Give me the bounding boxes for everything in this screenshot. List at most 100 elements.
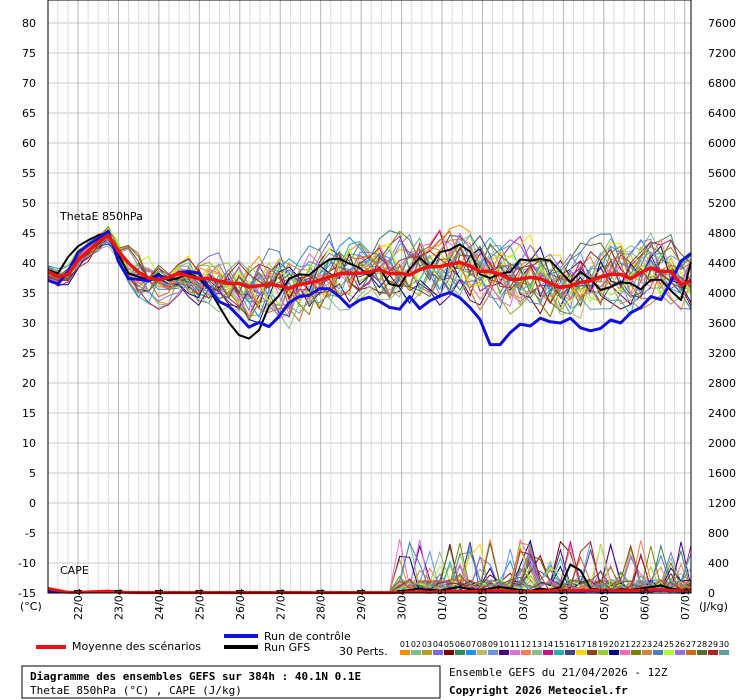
legend-member-label: 05 [444, 640, 454, 649]
legend-member-label: 18 [587, 640, 597, 649]
legend-member-swatch [686, 650, 696, 655]
right-tick-label: 4400 [708, 257, 736, 270]
legend-member-label: 02 [411, 640, 421, 649]
right-tick-label: 6400 [708, 107, 736, 120]
panel-label-cape: CAPE [60, 564, 89, 577]
x-date-label: 04/05 [557, 588, 570, 620]
legend-member-swatch [455, 650, 465, 655]
left-tick-label: 75 [22, 47, 36, 60]
x-date-label: 24/04 [153, 588, 166, 620]
legend-member-swatch [598, 650, 608, 655]
legend-member-swatch [466, 650, 476, 655]
right-tick-label: 3200 [708, 347, 736, 360]
legend-member-label: 06 [455, 640, 465, 649]
run-info: Ensemble GEFS du 21/04/2026 - 12Z [449, 666, 668, 679]
legend-member-swatch [587, 650, 597, 655]
left-tick-label: -15 [18, 587, 36, 600]
legend-member-label: 17 [576, 640, 586, 649]
legend-member-swatch [576, 650, 586, 655]
legend-member-label: 28 [697, 640, 707, 649]
x-date-label: 27/04 [274, 588, 287, 620]
legend-member-label: 27 [686, 640, 696, 649]
legend-member-swatch [675, 650, 685, 655]
legend-member-label: 03 [422, 640, 432, 649]
right-tick-label: 800 [708, 527, 729, 540]
right-tick-label: 2800 [708, 377, 736, 390]
right-tick-label: 5600 [708, 167, 736, 180]
left-tick-label: 25 [22, 347, 36, 360]
member-14-theta-line [47, 232, 692, 310]
x-date-label: 02/05 [477, 588, 490, 620]
right-tick-label: 2000 [708, 437, 736, 450]
x-date-label: 06/05 [638, 588, 651, 620]
legend-member-swatch [532, 650, 542, 655]
control-theta-line [47, 229, 692, 347]
legend-member-label: 11 [510, 640, 520, 649]
x-date-label: 25/04 [193, 588, 206, 620]
left-tick-label: 35 [22, 287, 36, 300]
legend-member-swatch [422, 650, 432, 655]
left-tick-label: 10 [22, 437, 36, 450]
left-tick-label: 45 [22, 227, 36, 240]
member-28-theta-line [47, 232, 692, 300]
x-date-label: 05/05 [598, 588, 611, 620]
legend-gfs-label: Run GFS [264, 641, 310, 654]
legend-member-label: 07 [466, 640, 476, 649]
left-tick-label: 15 [22, 407, 36, 420]
legend-members-count: 30 Perts. [339, 645, 388, 658]
member-29-theta-line [47, 234, 692, 305]
legend-member-label: 04 [433, 640, 443, 649]
legend-member-swatch [499, 650, 509, 655]
x-date-label: 22/04 [72, 588, 85, 620]
right-tick-label: 2400 [708, 407, 736, 420]
right-tick-label: 4800 [708, 227, 736, 240]
legend-member-swatch [433, 650, 443, 655]
member-22-theta-line [47, 225, 692, 320]
right-tick-label: 1600 [708, 467, 736, 480]
legend-mean-label: Moyenne des scénarios [72, 640, 201, 653]
left-tick-label: 80 [22, 17, 36, 30]
legend: 01 02 03 04 05 06 07 08 09 10 11 12 13 14 15 16 17 18 19 20… [36, 634, 729, 655]
legend-control-label: Run de contrôle [264, 630, 351, 643]
legend-member-swatch [521, 650, 531, 655]
left-tick-label: 0 [29, 497, 36, 510]
x-date-label: 30/04 [396, 588, 409, 620]
legend-member-label: 19 [598, 640, 608, 649]
right-tick-label: 7200 [708, 47, 736, 60]
left-tick-label: 60 [22, 137, 36, 150]
legend-member-label: 09 [488, 640, 498, 649]
member-05-theta-line [47, 229, 692, 318]
right-tick-label: 1200 [708, 497, 736, 510]
legend-member-label: 12 [521, 640, 531, 649]
legend-member-swatch [510, 650, 520, 655]
left-tick-label: 55 [22, 167, 36, 180]
legend-member-label: 30 [719, 640, 729, 649]
chart-subtitle: ThetaE 850hPa (°C) , CAPE (J/kg) [30, 684, 242, 697]
legend-member-label: 22 [631, 640, 641, 649]
x-date-label: 26/04 [234, 588, 247, 620]
legend-member-label: 16 [565, 640, 575, 649]
legend-member-label: 01 [400, 640, 410, 649]
axes: 80757065605550454035302520151050-5-10-15… [18, 0, 736, 620]
copyright: Copyright 2026 Meteociel.fr [449, 684, 628, 697]
legend-member-swatch [609, 650, 619, 655]
right-tick-label: 3600 [708, 317, 736, 330]
title-box [21, 665, 441, 699]
legend-member-label: 10 [499, 640, 509, 649]
left-axis-unit: (°C) [20, 600, 42, 613]
legend-member-label: 15 [554, 640, 564, 649]
legend-member-label: 14 [543, 640, 553, 649]
legend-member-swatch [477, 650, 487, 655]
legend-member-swatch [708, 650, 718, 655]
left-tick-label: 30 [22, 317, 36, 330]
right-tick-label: 0 [708, 587, 715, 600]
left-tick-label: 40 [22, 257, 36, 270]
chart-title: Diagramme des ensembles GEFS sur 384h : … [30, 670, 361, 683]
left-tick-label: -10 [18, 557, 36, 570]
right-axis-unit: (J/kg) [699, 600, 728, 613]
left-tick-label: 65 [22, 107, 36, 120]
legend-member-swatch [411, 650, 421, 655]
right-tick-label: 6800 [708, 77, 736, 90]
legend-member-swatch [719, 650, 729, 655]
